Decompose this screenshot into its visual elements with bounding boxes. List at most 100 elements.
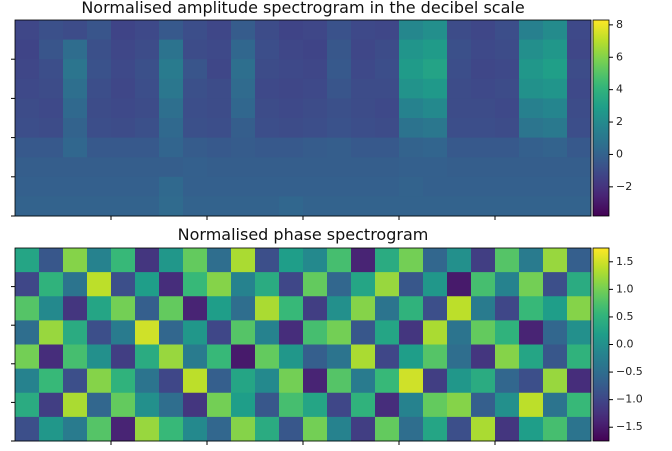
- heatmap-cell: [519, 320, 544, 345]
- heatmap-cell: [39, 137, 64, 158]
- heatmap-cell: [231, 368, 256, 394]
- heatmap-cell: [423, 272, 448, 297]
- heatmap-cell: [15, 344, 40, 370]
- heatmap-cell: [543, 59, 568, 80]
- heatmap-cell: [159, 39, 184, 60]
- heatmap-cell: [63, 320, 88, 345]
- heatmap-cell: [15, 176, 40, 197]
- heatmap-cell: [327, 137, 352, 158]
- heatmap-cell: [375, 59, 400, 80]
- heatmap-cell: [495, 416, 520, 442]
- heatmap-cell: [303, 196, 328, 217]
- heatmap-cell: [495, 344, 520, 370]
- heatmap-cell: [87, 416, 112, 442]
- colorbar: [592, 247, 610, 442]
- heatmap-cell: [471, 98, 496, 119]
- heatmap-cell: [375, 416, 400, 442]
- heatmap-cell: [183, 157, 208, 178]
- heatmap-cell: [519, 118, 544, 139]
- colorbar-tick-label: −1.5: [616, 420, 643, 433]
- heatmap-cell: [543, 20, 568, 41]
- heatmap-cell: [447, 344, 472, 370]
- heatmap-cell: [159, 78, 184, 99]
- heatmap-cell: [543, 248, 568, 273]
- heatmap-cell: [423, 296, 448, 321]
- heatmap-cell: [279, 196, 304, 217]
- heatmap-cell: [567, 296, 592, 321]
- heatmap-cell: [255, 78, 280, 99]
- heatmap-cell: [159, 272, 184, 297]
- heatmap-cell: [279, 118, 304, 139]
- heatmap-cell: [15, 20, 40, 41]
- heatmap-cell: [423, 157, 448, 178]
- heatmap-cell: [327, 416, 352, 442]
- heatmap-cell: [351, 118, 376, 139]
- heatmap-cell: [279, 59, 304, 80]
- heatmap-cell: [15, 248, 40, 273]
- heatmap-cell: [135, 416, 160, 442]
- heatmap-cell: [351, 392, 376, 418]
- heatmap-cell: [279, 137, 304, 158]
- heatmap-cell: [207, 392, 232, 418]
- heatmap-cell: [111, 59, 136, 80]
- heatmap-cell: [519, 176, 544, 197]
- heatmap-cell: [15, 272, 40, 297]
- heatmap-cell: [87, 20, 112, 41]
- heatmap-cell: [495, 20, 520, 41]
- heatmap-cell: [87, 157, 112, 178]
- heatmap-cell: [87, 248, 112, 273]
- heatmap-cell: [279, 39, 304, 60]
- heatmap-cell: [495, 98, 520, 119]
- heatmap-cell: [423, 39, 448, 60]
- heatmap-cell: [183, 176, 208, 197]
- heatmap-cell: [399, 272, 424, 297]
- heatmap-cell: [519, 20, 544, 41]
- heatmap-cell: [423, 98, 448, 119]
- heatmap-cell: [471, 137, 496, 158]
- heatmap-cell: [519, 196, 544, 217]
- heatmap-cell: [303, 272, 328, 297]
- heatmap-cell: [39, 248, 64, 273]
- heatmap-cell: [471, 344, 496, 370]
- heatmap-cell: [135, 137, 160, 158]
- heatmap-cell: [471, 320, 496, 345]
- heatmap-cell: [543, 176, 568, 197]
- heatmap-cell: [495, 248, 520, 273]
- heatmap-cell: [351, 176, 376, 197]
- heatmap-cell: [135, 344, 160, 370]
- heatmap-cell: [231, 39, 256, 60]
- heatmap-cell: [159, 176, 184, 197]
- heatmap-cell: [63, 78, 88, 99]
- heatmap-cell: [231, 248, 256, 273]
- heatmap-cell: [255, 98, 280, 119]
- heatmap-cell: [183, 39, 208, 60]
- heatmap-cell: [279, 176, 304, 197]
- heatmap-cell: [15, 392, 40, 418]
- heatmap-cell: [519, 248, 544, 273]
- heatmap-cell: [399, 78, 424, 99]
- heatmap-cell: [399, 39, 424, 60]
- heatmap-cell: [207, 39, 232, 60]
- heatmap-cell: [495, 368, 520, 394]
- heatmap-cell: [15, 196, 40, 217]
- heatmap-cell: [447, 137, 472, 158]
- heatmap-cell: [279, 98, 304, 119]
- heatmap-cell: [327, 392, 352, 418]
- heatmap-cell: [231, 392, 256, 418]
- heatmap-cell: [159, 137, 184, 158]
- heatmap-cell: [399, 137, 424, 158]
- heatmap-cell: [375, 137, 400, 158]
- heatmap-cell: [111, 272, 136, 297]
- heatmap-cell: [39, 20, 64, 41]
- heatmap-cell: [135, 196, 160, 217]
- heatmap-cell: [567, 416, 592, 442]
- heatmap-cell: [375, 157, 400, 178]
- heatmap-cell: [447, 320, 472, 345]
- heatmap-cell: [303, 59, 328, 80]
- heatmap-cell: [543, 196, 568, 217]
- heatmap-cell: [159, 59, 184, 80]
- heatmap-cell: [159, 416, 184, 442]
- heatmap-cell: [327, 344, 352, 370]
- heatmap-cell: [303, 118, 328, 139]
